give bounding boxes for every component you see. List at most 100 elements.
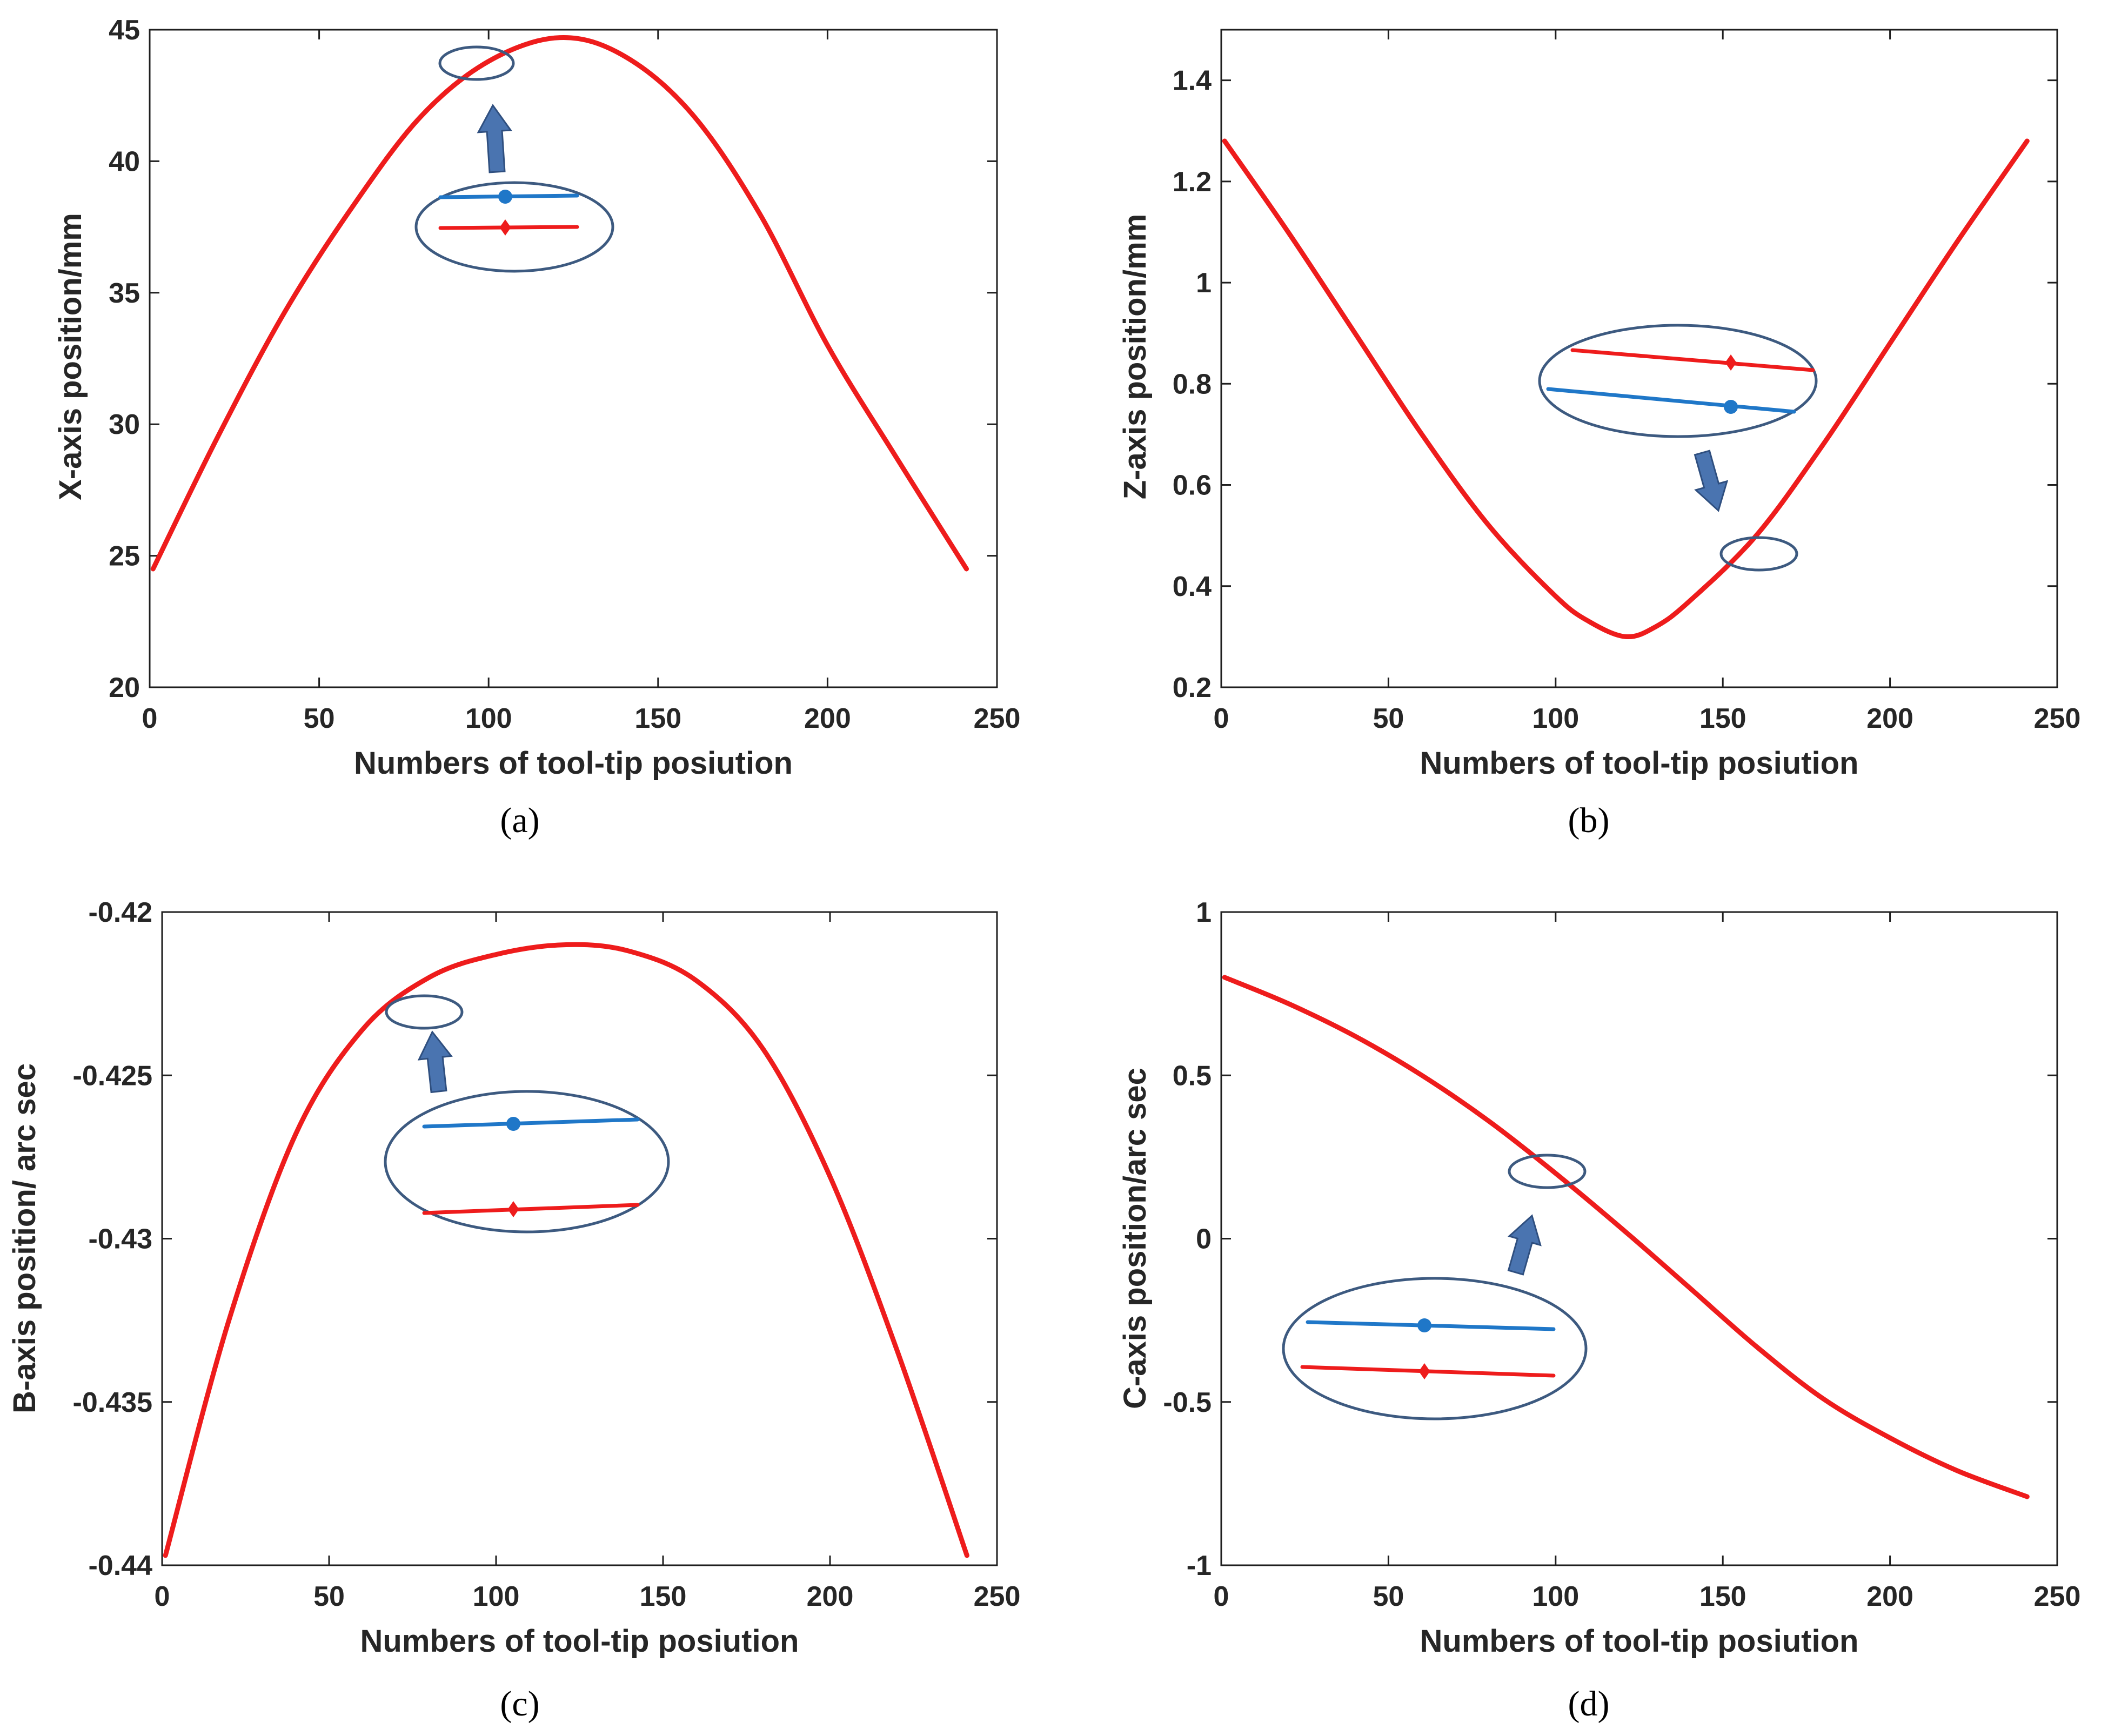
callout-arrow-icon <box>417 1030 453 1094</box>
y-tick-label-c: -0.44 <box>88 1550 152 1581</box>
y-tick-label-a: 35 <box>109 278 140 309</box>
x-tick-label-b: 50 <box>1373 703 1404 734</box>
x-tick-label-a: 0 <box>142 703 158 734</box>
y-tick-label-d: 0 <box>1196 1224 1212 1255</box>
y-tick-label-b: 0.4 <box>1173 571 1212 602</box>
y-tick-label-b: 0.6 <box>1173 470 1212 501</box>
plot-frame-a <box>149 29 998 688</box>
x-tick-label-a: 250 <box>974 703 1021 734</box>
x-tick-label-d: 250 <box>2034 1581 2081 1612</box>
x-tick-label-c: 50 <box>313 1581 345 1612</box>
x-tick-label-c: 250 <box>974 1581 1021 1612</box>
data-point-c <box>165 1555 166 1556</box>
y-tick-label-a: 20 <box>109 672 140 703</box>
y-tick-label-a: 45 <box>109 15 140 46</box>
data-point-d <box>1555 1173 1556 1174</box>
circle-marker-icon <box>506 1117 520 1131</box>
data-point-c <box>362 1029 363 1030</box>
y-axis-label-d: C-axis position/arc sec <box>1117 1068 1153 1409</box>
y-tick-label-c: -0.425 <box>73 1060 152 1091</box>
inset-line-bottom <box>422 1203 640 1215</box>
y-tick-label-a: 30 <box>109 409 140 440</box>
y-tick-label-a: 40 <box>109 146 140 177</box>
callout-arrow-icon <box>477 104 512 173</box>
y-tick-label-c: -0.435 <box>73 1387 152 1418</box>
zoom-target-ellipse <box>1719 536 1798 572</box>
plot-frame-d <box>1220 911 2058 1566</box>
zoom-inset-ellipse <box>414 181 614 273</box>
data-point-c <box>830 1176 831 1177</box>
zoom-target-ellipse <box>1508 1154 1587 1189</box>
y-tick-label-b: 0.8 <box>1173 368 1212 400</box>
plot-frame-c <box>161 911 998 1566</box>
y-tick-label-d: 0.5 <box>1173 1060 1212 1091</box>
y-tick-label-d: 1 <box>1196 897 1212 928</box>
zoom-target-ellipse <box>385 994 464 1030</box>
zoom-inset-ellipse <box>384 1090 670 1234</box>
chart-panel-b: 0 50 100 150 200 250 0.2 0.4 0.6 0.8 1 1.2 1.4 Number… <box>1117 29 2081 840</box>
x-tick-label-a: 100 <box>465 703 512 734</box>
x-axis-label-d: Numbers of tool-tip posiution <box>1420 1624 1859 1659</box>
zoom-callout-a <box>414 45 614 273</box>
y-tick-label-d: -1 <box>1187 1550 1212 1581</box>
plot-frame-b <box>1220 29 2058 688</box>
zoom-callout-b <box>1538 324 1818 572</box>
y-tick-label-b: 0.2 <box>1173 672 1212 703</box>
circle-marker-icon <box>1724 400 1738 414</box>
diamond-marker-icon <box>1725 354 1737 371</box>
circle-marker-icon <box>1417 1318 1431 1332</box>
data-point-a <box>217 437 218 438</box>
panel-label-d: (d) <box>1568 1684 1610 1724</box>
panel-label-b: (b) <box>1568 801 1610 840</box>
y-tick-label-d: -0.5 <box>1163 1387 1212 1418</box>
data-point-b <box>1625 636 1626 637</box>
data-point-a <box>488 61 489 62</box>
circle-marker-icon <box>498 190 512 204</box>
x-tick-label-c: 150 <box>640 1581 687 1612</box>
series-line-c-0 <box>163 942 969 1558</box>
y-axis-label-b: Z-axis position/mm <box>1117 214 1153 500</box>
zoom-callout-d <box>1282 1154 1588 1420</box>
x-tick-label-b: 0 <box>1214 703 1229 734</box>
data-point-c <box>496 954 497 955</box>
zoom-inset-ellipse <box>1282 1277 1588 1420</box>
y-tick-label-a: 25 <box>109 541 140 572</box>
y-axis-label-c: B-axis position/ arc sec <box>7 1063 42 1413</box>
diamond-marker-icon <box>1418 1363 1430 1379</box>
y-axis-label-a: X-axis position/mm <box>53 213 88 500</box>
data-point-c <box>696 980 697 981</box>
x-axis-label-a: Numbers of tool-tip posiution <box>354 746 793 781</box>
x-tick-label-a: 50 <box>304 703 335 734</box>
x-tick-label-a: 200 <box>804 703 851 734</box>
y-tick-label-b: 1.2 <box>1173 166 1212 198</box>
inset-line-bottom <box>1546 387 1796 414</box>
chart-panel-c: 0 50 100 150 200 250 -0.44 -0.435 -0.43 -0.425 -0.… <box>7 897 1020 1724</box>
x-tick-label-b: 250 <box>2034 703 2081 734</box>
data-point-a <box>759 213 760 214</box>
data-point-a <box>827 345 828 346</box>
diamond-marker-icon <box>507 1201 519 1217</box>
chart-panel-a: 0 50 100 150 200 250 20 25 30 35 40 45 Numbers of to… <box>53 15 1020 840</box>
series-line-d-0 <box>1222 975 2030 1499</box>
x-axis-label-b: Numbers of tool-tip posiution <box>1420 746 1859 781</box>
x-tick-label-a: 150 <box>634 703 681 734</box>
callout-arrow-icon <box>1507 1214 1542 1276</box>
y-tick-label-c: -0.42 <box>88 897 152 928</box>
y-tick-label-c: -0.43 <box>88 1224 152 1255</box>
x-tick-label-c: 200 <box>807 1581 854 1612</box>
x-tick-label-c: 100 <box>473 1581 520 1612</box>
series-line-a-0 <box>150 35 969 572</box>
x-tick-label-c: 0 <box>155 1581 170 1612</box>
x-tick-label-b: 200 <box>1866 703 1913 734</box>
data-point-b <box>1224 140 1225 141</box>
x-tick-label-d: 200 <box>1866 1581 1913 1612</box>
y-tick-label-b: 1 <box>1196 267 1212 299</box>
callout-arrow-icon <box>1694 450 1729 512</box>
panel-label-a: (a) <box>500 801 539 840</box>
panel-label-c: (c) <box>500 1684 539 1724</box>
series-line-b-0 <box>1222 138 2030 639</box>
x-tick-label-d: 150 <box>1699 1581 1746 1612</box>
data-point-a <box>420 116 421 117</box>
data-point-b <box>1756 535 1757 536</box>
